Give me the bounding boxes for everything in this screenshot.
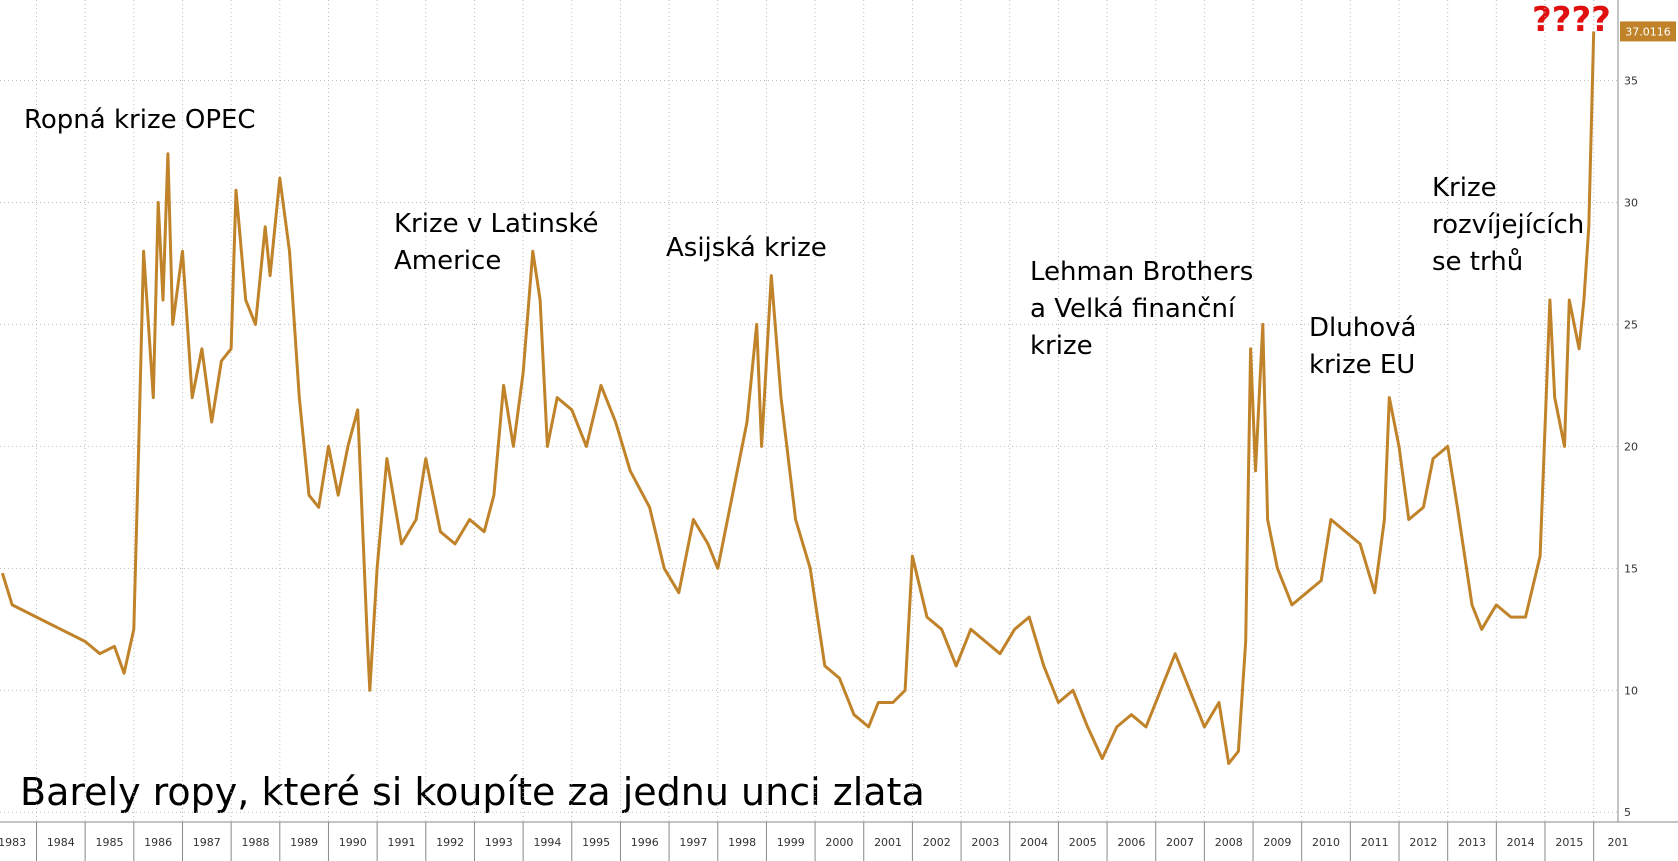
y-tick-label: 5 [1624,806,1631,819]
annotation: Asijská krize [666,233,827,263]
x-tick-label: 2001 [874,836,902,849]
x-tick-label: 2010 [1312,836,1340,849]
x-tick-label: 1986 [144,836,172,849]
x-tick-label: 2007 [1166,836,1194,849]
x-tick-label: 1984 [47,836,75,849]
annotation: krize EU [1309,350,1415,380]
annotation: a Velká finanční [1030,294,1236,324]
x-tick-label: 201 [1608,836,1629,849]
annotation: krize [1030,331,1093,361]
y-tick-label: 25 [1624,318,1638,331]
annotation: Lehman Brothers [1030,257,1253,287]
x-tick-label: 1996 [631,836,659,849]
annotation: se trhů [1432,247,1523,277]
x-tick-label: 2005 [1069,836,1097,849]
x-tick-label: 2012 [1409,836,1437,849]
y-tick-label: 15 [1624,562,1638,575]
annotation: Dluhová [1309,313,1416,343]
x-tick-label: 2000 [825,836,853,849]
y-tick-label: 20 [1624,440,1638,453]
last-value-box [1620,21,1676,42]
x-tick-label: 2015 [1555,836,1583,849]
annotation: Krize [1432,173,1497,203]
y-tick-label: 10 [1624,684,1638,697]
x-tick-label: 2014 [1507,836,1535,849]
x-tick-label: 1998 [728,836,756,849]
x-tick-label: 1995 [582,836,610,849]
x-tick-label: 2004 [1020,836,1048,849]
x-tick-label: 2008 [1215,836,1243,849]
annotation: Krize v Latinské [394,209,599,239]
x-tick-label: 1990 [339,836,367,849]
chart-title: Barely ropy, které si koupíte za jednu u… [20,770,925,814]
annotation: Americe [394,246,501,276]
x-tick-label: 1993 [485,836,513,849]
x-tick-label: 1991 [387,836,415,849]
annotation: rozvíjejících [1432,210,1584,240]
x-tick-label: 2002 [923,836,951,849]
x-tick-label: 1999 [777,836,805,849]
data-line [0,31,1596,765]
question-marks: ???? [1532,0,1611,40]
x-tick-label: 2006 [1117,836,1145,849]
last-value-label: 37.0116 [1625,25,1671,38]
x-tick-label: 1994 [533,836,561,849]
x-tick-label: 2003 [971,836,999,849]
x-tick-label: 1987 [193,836,221,849]
annotation: Ropná krize OPEC [24,105,256,135]
x-tick-label: 2013 [1458,836,1486,849]
y-tick-label: 30 [1624,196,1638,209]
x-tick-label: 1985 [95,836,123,849]
x-tick-label: 1988 [241,836,269,849]
x-tick-label: 1992 [436,836,464,849]
x-tick-label: 1989 [290,836,318,849]
x-tick-label: 1983 [0,836,26,849]
x-tick-label: 2011 [1361,836,1389,849]
x-tick-label: 1997 [679,836,707,849]
y-tick-label: 35 [1624,74,1638,87]
x-tick-label: 2009 [1263,836,1291,849]
